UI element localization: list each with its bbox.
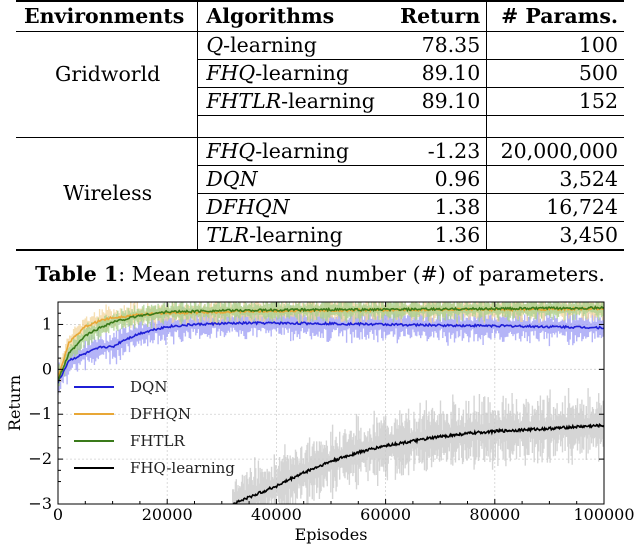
- table-header-row: Environments Algorithms Return # Params.: [16, 0, 624, 32]
- y-tick-label: −3: [28, 494, 52, 513]
- header-environments: Environments: [16, 0, 198, 32]
- algo-cell: DFHQN: [197, 193, 389, 222]
- header-return: Return: [388, 0, 487, 32]
- table-row: DQN 0.96 3,524: [16, 165, 624, 194]
- y-tick-label: 1: [42, 314, 52, 333]
- results-table-container: Environments Algorithms Return # Params.…: [16, 0, 624, 251]
- table-caption: Table 1: Mean returns and number (#) of …: [0, 262, 640, 286]
- table-row: DFHQN 1.38 16,724: [16, 193, 624, 222]
- params-cell: 3,524: [486, 165, 624, 194]
- table-row: TLR-learning 1.36 3,450: [16, 221, 624, 251]
- algo-cell: Q-learning: [197, 31, 389, 60]
- algo-cell: FHTLR-learning: [197, 87, 389, 116]
- params-cell: 16,724: [486, 193, 624, 222]
- legend-label-fhtlr: FHTLR: [130, 432, 185, 450]
- algo-italic: Q: [206, 33, 224, 58]
- return-cell: 89.10: [388, 59, 487, 88]
- algo-suffix: -learning: [223, 33, 317, 58]
- x-tick-label: 60000: [360, 505, 411, 524]
- algo-cell: FHQ-learning: [197, 59, 389, 88]
- line-fhtlr: [58, 305, 604, 382]
- x-tick-label: 80000: [469, 505, 520, 524]
- table-row: FHQ-learning 89.10 500: [16, 59, 624, 88]
- algo-cell: TLR-learning: [197, 221, 389, 251]
- legend-label-fhq-learning: FHQ-learning: [130, 459, 235, 477]
- algo-italic: DQN: [206, 167, 258, 192]
- caption-text: : Mean returns and number (#) of paramet…: [118, 262, 605, 286]
- return-cell: 1.38: [388, 193, 487, 222]
- x-axis-label: Episodes: [295, 525, 368, 544]
- algo-italic: FHQ: [206, 61, 256, 86]
- algo-suffix: -learning: [255, 139, 349, 164]
- params-cell: 20,000,000: [486, 137, 624, 166]
- return-cell: 1.36: [388, 221, 487, 251]
- params-cell: 3,450: [486, 221, 624, 251]
- legend-label-dfhqn: DFHQN: [130, 405, 191, 423]
- x-tick-label: 20000: [142, 505, 193, 524]
- return-cell: 89.10: [388, 87, 487, 116]
- algo-italic: FHQ: [206, 139, 256, 164]
- env-cell-gridworld: Gridworld: [55, 61, 161, 86]
- results-table: Environments Algorithms Return # Params.…: [16, 0, 624, 251]
- returns-chart: 0 20000 40000 60000 80000 100000 −3 −2 −1 0 1 Episo…: [5, 301, 635, 544]
- table-row: FHTLR-learning 89.10 152: [16, 87, 624, 116]
- line-dqn: [58, 320, 604, 384]
- return-cell: 0.96: [388, 165, 487, 194]
- header-algorithms: Algorithms: [197, 0, 389, 32]
- y-tick-label: −1: [28, 404, 52, 423]
- algo-italic: TLR: [206, 223, 250, 248]
- header-params: # Params.: [486, 0, 624, 32]
- return-cell: 78.35: [421, 33, 481, 58]
- x-tick-label: 100000: [573, 505, 634, 524]
- algo-suffix: -learning: [249, 223, 343, 248]
- params-cell: 500: [486, 59, 624, 88]
- line-fhq-learning: [232, 422, 604, 504]
- params-cell: 152: [486, 87, 624, 116]
- return-cell: -1.23: [427, 139, 481, 164]
- algo-cell: DQN: [197, 165, 389, 194]
- legend-label-dqn: DQN: [130, 378, 167, 396]
- caption-label: Table 1: [35, 262, 119, 286]
- env-cell-wireless: Wireless: [16, 137, 198, 251]
- algo-italic: FHTLR: [206, 89, 282, 114]
- algo-suffix: -learning: [281, 89, 375, 114]
- algo-suffix: -learning: [255, 61, 349, 86]
- algo-italic: DFHQN: [206, 195, 290, 220]
- table-row: Wireless FHQ-learning -1.23 20,000,000: [16, 137, 624, 251]
- y-axis-label: Return: [5, 375, 24, 431]
- algo-cell: FHQ-learning: [197, 137, 389, 166]
- x-tick-label: 0: [53, 505, 63, 524]
- table-row: Gridworld Q-learning 78.35 100: [16, 31, 624, 84]
- params-cell: 100: [486, 31, 624, 60]
- group-separator: [16, 115, 624, 138]
- y-tick-label: 0: [42, 359, 52, 378]
- y-tick-label: −2: [28, 449, 52, 468]
- x-tick-label: 40000: [251, 505, 302, 524]
